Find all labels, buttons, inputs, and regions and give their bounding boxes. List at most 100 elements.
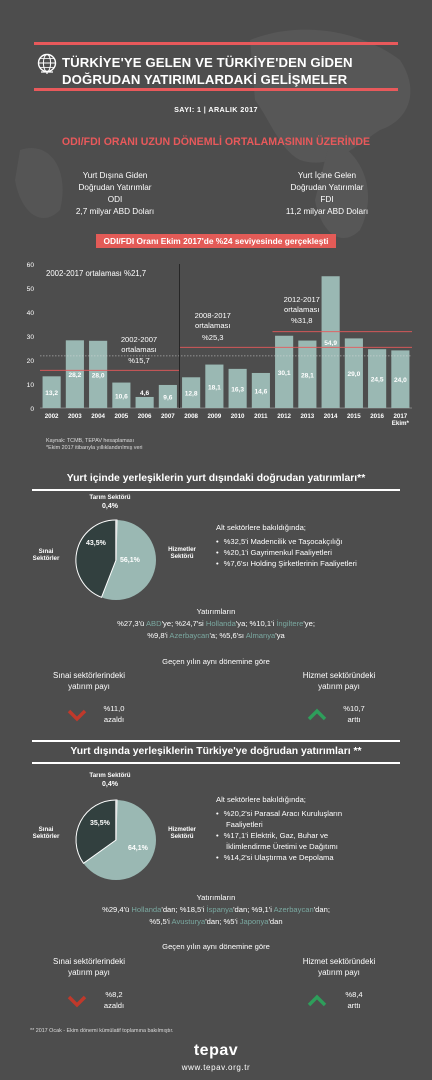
odi-value: 2,7 milyar ABD Doları (75, 207, 155, 216)
bar-value-label: 54,9 (324, 340, 337, 347)
issue-label: SAYI: 1 | ARALIK 2017 (174, 105, 258, 114)
s1-right-l1: Hizmet sektöründeki (302, 671, 376, 680)
increase-arrow-icon (307, 708, 327, 721)
fdi-value: 11,2 milyar ABD Doları (285, 207, 369, 216)
country-azerbaijan: Azerbaycan (273, 905, 314, 914)
website-link[interactable]: www.tepav.org.tr (181, 1063, 251, 1072)
t: %5,5'i (149, 917, 172, 926)
section2-left-change: %8,2 azaldı (92, 989, 136, 1011)
bar-value-label: 24,5 (371, 377, 384, 384)
section1-bullet-3: %7,6'sı Holding Şirketlerinin Faaliyetle… (216, 558, 416, 569)
section2-right-change: %8,4 arttı (332, 989, 376, 1011)
t: 'ye; %24,7'si (161, 619, 206, 628)
section2-top-rule (32, 740, 400, 742)
bar (391, 350, 410, 408)
section1-rule (32, 489, 400, 491)
y-tick-label: 10 (27, 382, 35, 389)
section1-right-change: %10,7 arttı (332, 703, 376, 725)
s2-right-l2: yatırım payı (318, 968, 360, 977)
brand-logo: tepav (193, 1042, 239, 1059)
section1-inv-line2: %9,8'i Azerbaycan'a; %5,6'sı Almanya'ya (0, 630, 432, 642)
pie1-services-value: 56,1% (120, 557, 140, 564)
pie1-services-label: Hizmetler Sektörü (162, 546, 202, 560)
odi-fdi-bar-chart: 0 10 20 30 40 50 60 13,2 2002 28,2 2003 28,0 2004 10,… (27, 262, 412, 427)
x-tick-label: 2004 (91, 413, 105, 420)
section2-subsectors: Alt sektörlere bakıldığında; %20,2'si Pa… (216, 794, 416, 863)
section2-pie-chart (75, 799, 156, 880)
pie2-industry-label-2: Sektörler (32, 833, 60, 840)
ratio-banner: ODI/FDI Oranı Ekim 2017'de %24 seviyesin… (96, 234, 336, 248)
bar-value-label: 18,1 (208, 384, 221, 391)
x-tick-label: 2016 (370, 413, 384, 420)
section1-left-label: Sınai sektörlerindeki yatırım payı (34, 670, 144, 692)
section2-heading: Yurt dışında yerleşiklerin Türkiye'ye do… (70, 746, 362, 757)
section1-pie-chart (75, 519, 156, 600)
s2-left-dir: azaldı (103, 1001, 125, 1010)
t: 'a; %5,6'sı (209, 631, 246, 640)
bar-value-label: 24,0 (394, 377, 407, 384)
country-japan: Japonya (239, 917, 269, 926)
bar (182, 377, 201, 408)
s2-b1b: Faaliyetleri (226, 820, 263, 829)
chart-footnote: *Ekim 2017 itibarıyla yıllıklandırılmış … (46, 445, 143, 451)
section1-inv-title: Yatırımların (196, 607, 236, 616)
s2-left-l2: yatırım payı (68, 968, 110, 977)
pie1-industry-value: 43,5% (86, 540, 106, 547)
pie1-industry-label-2: Sektörler (32, 555, 60, 562)
country-netherlands: Hollanda (131, 905, 162, 914)
section2-compare: Geçen yılın aynı dönemine göre (162, 942, 270, 951)
s2-b2a: %17,1'i Elektrik, Gaz, Buhar ve (223, 831, 329, 840)
bar-value-label: 9,6 (163, 394, 172, 401)
s2-right-l1: Hizmet sektöründeki (302, 957, 376, 966)
section1-bullet-1: %32,5'i Madencilik ve Taşocakçılığı (216, 536, 416, 547)
pie2-agri-label: Tarım Sektörü (89, 772, 131, 779)
bar (65, 340, 84, 408)
s2-b1a: %20,2'si Parasal Aracı Kuruluşların (223, 809, 343, 818)
section1-sub-title: Alt sektörlere bakıldığında; (216, 523, 306, 532)
odi-line3: ODI (107, 195, 123, 204)
t: 'dan; %18,5'i (161, 905, 207, 914)
y-tick-label: 30 (27, 334, 35, 341)
bar (205, 364, 224, 408)
pie1-industry-label: Sınai Sektörler (26, 548, 66, 562)
average-label-2008-2017: ortalaması (195, 321, 230, 330)
x-tick-label: 2015 (347, 413, 361, 420)
t: 'dan (268, 917, 283, 926)
average-label-2002-2007: 2002-2007 (121, 335, 157, 344)
average-label-2012-2017: 2012-2017 (284, 295, 320, 304)
t: 'ya; %10,1'i (235, 619, 277, 628)
s1-right-l2: yatırım payı (318, 682, 360, 691)
average-label-2002-2007: %15,7 (128, 356, 150, 365)
section1-compare: Geçen yılın aynı dönemine göre (162, 657, 270, 666)
section1-left-change: %11,0 azaldı (92, 703, 136, 725)
section2-inv-line1: %29,4'ü Hollanda'dan; %18,5'i İspanya'da… (0, 904, 432, 916)
pie1-agri-label: Tarım Sektörü (89, 494, 131, 501)
section2-bullet-2: %17,1'i Elektrik, Gaz, Buhar ve İklimlend… (216, 830, 416, 852)
s2-right-value: %8,4 (345, 990, 363, 999)
globe-icon (37, 53, 57, 74)
section2-inv-title: Yatırımların (196, 893, 236, 902)
bar-value-label: 28,0 (92, 372, 105, 379)
pie1-services-label-2: Sektörü (170, 553, 194, 560)
t: %27,3'ü (117, 619, 146, 628)
t: %9,8'i (147, 631, 170, 640)
section1-right-label: Hizmet sektöründeki yatırım payı (284, 670, 394, 692)
pie2-industry-label-1: Sınai (38, 826, 54, 833)
pie2-services-label: Hizmetler Sektörü (162, 826, 202, 840)
x-tick-label: 2014 (324, 413, 338, 420)
s1-left-l2: yatırım payı (68, 682, 110, 691)
s1-left-value: %11,0 (103, 704, 125, 713)
bar (321, 276, 340, 408)
pie2-agri-value: 0,4% (102, 781, 118, 788)
bar-value-label: 14,6 (254, 388, 267, 395)
section2-right-label: Hizmet sektöründeki yatırım payı (284, 956, 394, 978)
increase-arrow-icon (307, 994, 327, 1007)
average-label-overall: 2002-2017 ortalaması %21,7 (46, 269, 146, 278)
headline: ODI/FDI ORANI UZUN DÖNEMLİ ORTALAMASININ… (61, 136, 371, 148)
world-map-background (15, 29, 411, 239)
y-tick-label: 0 (30, 406, 34, 413)
bar (275, 335, 294, 408)
average-label-2008-2017: %25,3 (202, 333, 224, 342)
decrease-arrow-icon (67, 995, 87, 1008)
s1-right-value: %10,7 (343, 704, 365, 713)
